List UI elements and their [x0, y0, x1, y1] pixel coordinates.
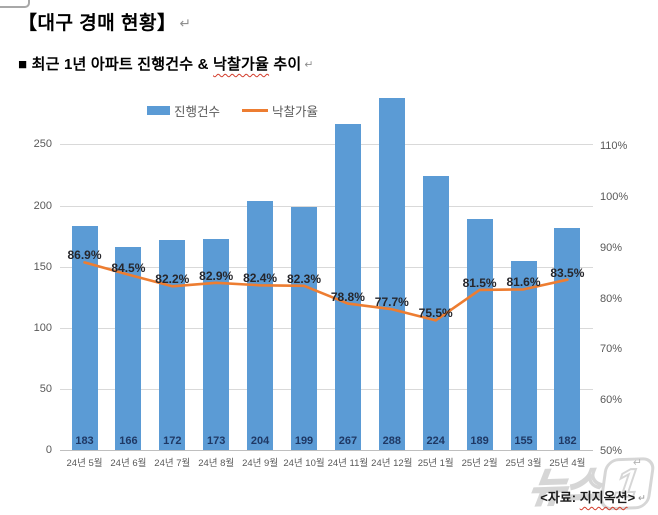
x-axis-line	[60, 450, 593, 451]
bar-value-label: 172	[163, 434, 182, 447]
chart-legend: 진행건수 낙찰가율	[147, 101, 318, 120]
legend-bar-label: 진행건수	[174, 105, 221, 119]
legend-line-swatch-icon	[242, 109, 269, 112]
x-axis-label: 24년 10월	[283, 458, 325, 469]
right-axis-tick-label: 60%	[600, 394, 623, 407]
chart-heading-spellcheck-word: 낙찰가율	[213, 56, 270, 73]
bar-24년 7월[interactable]: 172	[159, 239, 186, 450]
bar-value-label: 173	[207, 434, 226, 447]
source-prefix: <자료:	[540, 490, 580, 505]
line-value-label: 82.9%	[199, 268, 234, 283]
bar-value-label: 155	[514, 434, 533, 447]
line-value-label: 75.5%	[418, 306, 453, 321]
line-value-label: 81.6%	[506, 275, 541, 290]
auction-rate-line	[83, 261, 569, 322]
x-axis-label: 24년 6월	[110, 458, 147, 469]
left-axis-tick-label: 100	[33, 321, 52, 334]
paragraph-mark: ↵	[179, 16, 192, 31]
x-axis-label: 24년 8월	[198, 458, 235, 469]
x-axis-label: 24년 12월	[371, 458, 413, 469]
chart-heading-suffix: 추이	[269, 56, 302, 73]
right-axis-tick-label: 110%	[600, 140, 628, 153]
gridline	[60, 205, 593, 207]
line-value-label: 82.2%	[155, 272, 190, 287]
bar-25년 2월[interactable]: 189	[466, 219, 493, 450]
right-axis-tick-label: 80%	[600, 292, 623, 305]
bar-value-label: 288	[382, 434, 401, 447]
x-axis-label: 24년 9월	[242, 458, 279, 469]
page-title-text: 【대구 경매 현황】	[18, 13, 177, 34]
line-value-label: 78.8%	[330, 289, 365, 304]
x-axis-label: 25년 4월	[549, 458, 586, 469]
line-value-label: 82.4%	[243, 271, 278, 286]
source-caption: <자료: 지지옥션> ↵	[540, 487, 646, 506]
bar-value-label: 267	[338, 434, 358, 447]
bar-value-label: 182	[558, 434, 577, 447]
bar-value-label: 224	[426, 434, 445, 447]
legend-line-label: 낙찰가율	[272, 105, 319, 119]
legend-item-bars: 진행건수	[147, 101, 220, 120]
chart-heading-prefix: ■ 최근 1년 아파트 진행건수 &	[18, 56, 214, 73]
x-axis-label: 24년 5월	[66, 458, 103, 469]
page-title: 【대구 경매 현황】 ↵	[18, 8, 191, 35]
bar-value-label: 204	[250, 434, 270, 447]
paragraph-mark: ↵	[632, 457, 642, 469]
line-value-label: 81.5%	[462, 275, 497, 290]
left-axis-tick-label: 50	[39, 382, 52, 395]
bar-24년 10월[interactable]: 199	[291, 206, 317, 450]
right-axis-tick-label: 50%	[600, 445, 623, 457]
line-value-label: 84.5%	[111, 260, 146, 275]
left-axis-tick-label: 250	[33, 138, 52, 151]
x-axis-label: 24년 11월	[327, 458, 369, 469]
textbox-corner-fragment	[0, 0, 30, 8]
chart-heading: ■ 최근 1년 아파트 진행건수 & 낙찰가율 추이 ↵	[18, 53, 314, 74]
bar-24년 12월[interactable]: 288	[378, 98, 405, 450]
bar-24년 9월[interactable]: 204	[247, 200, 274, 450]
left-axis-tick-label: 0	[45, 444, 52, 456]
line-value-label: 77.7%	[374, 295, 409, 310]
line-value-label: 82.3%	[286, 271, 322, 286]
bar-value-label: 199	[294, 434, 314, 447]
gridline	[60, 388, 593, 390]
x-axis-label: 24년 7월	[154, 458, 191, 469]
gridline	[60, 327, 593, 329]
legend-item-line: 낙찰가율	[242, 101, 318, 120]
bar-25년 4월[interactable]: 182	[554, 227, 581, 450]
right-axis-tick-label: 100%	[600, 190, 629, 203]
source-spellcheck-word: 지지옥션	[579, 490, 628, 505]
bar-24년 11월[interactable]: 267	[334, 123, 361, 450]
right-axis-tick-label: 70%	[600, 343, 623, 356]
x-axis-label: 25년 2월	[461, 458, 498, 469]
x-axis-label: 25년 1월	[417, 458, 454, 469]
bar-value-label: 183	[75, 434, 94, 447]
bar-24년 6월[interactable]: 166	[115, 247, 142, 450]
bar-value-label: 189	[470, 434, 489, 447]
left-axis-tick-label: 150	[33, 260, 52, 273]
source-suffix: >	[627, 490, 636, 505]
bar-value-label: 166	[119, 434, 138, 447]
legend-bar-swatch-icon	[147, 106, 170, 115]
line-value-label: 86.9%	[67, 248, 102, 263]
x-axis-label: 25년 3월	[505, 458, 542, 469]
paragraph-mark: ↵	[638, 493, 646, 503]
right-axis-tick-label: 90%	[600, 241, 623, 254]
gridline	[60, 144, 593, 146]
left-axis-tick-label: 200	[33, 199, 52, 212]
line-value-label: 83.5%	[550, 265, 585, 280]
paragraph-mark: ↵	[304, 59, 314, 71]
